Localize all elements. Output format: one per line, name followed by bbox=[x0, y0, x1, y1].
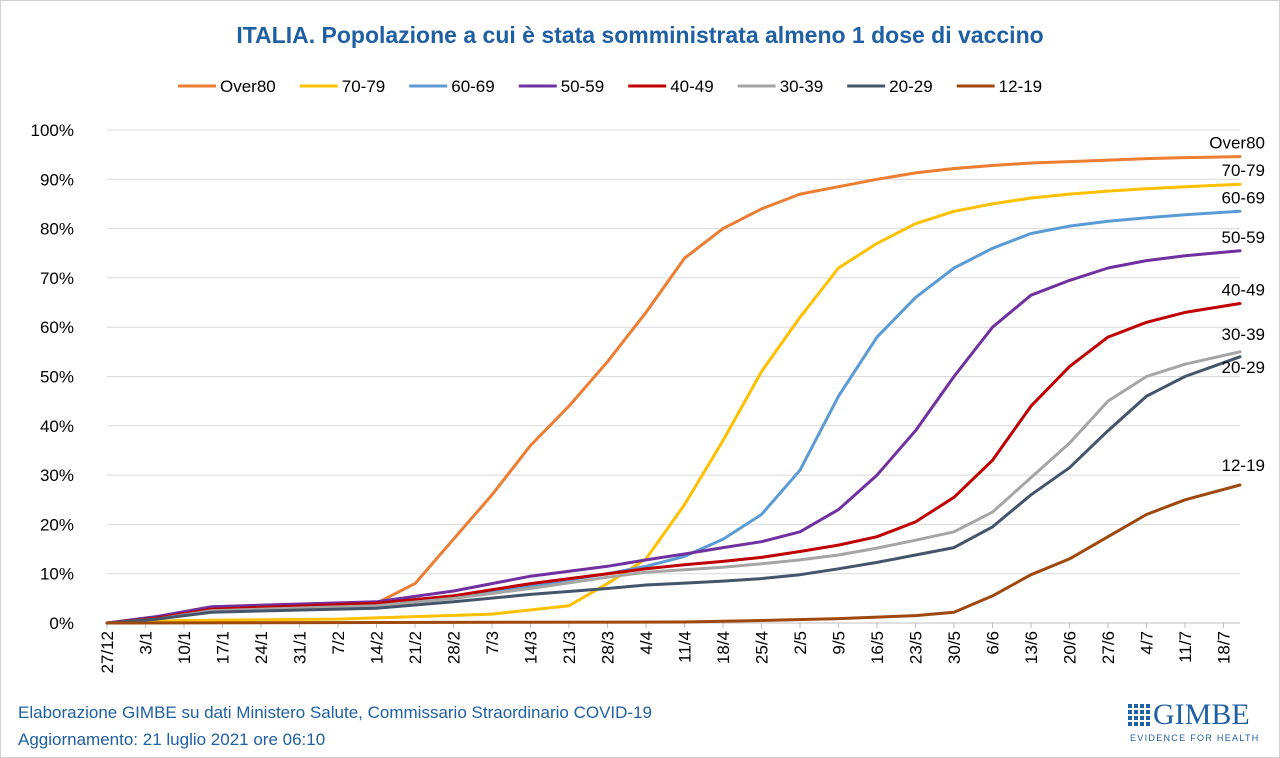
logo-grid-square bbox=[1128, 710, 1132, 714]
x-tick-label: 13/6 bbox=[1022, 631, 1041, 664]
end-label-over80: Over80 bbox=[1209, 134, 1265, 153]
x-tick-label: 14/2 bbox=[368, 631, 387, 664]
series-line-over80 bbox=[105, 155, 1242, 625]
y-tick-label: 100% bbox=[31, 121, 74, 140]
legend-label-30-39: 30-39 bbox=[780, 77, 823, 96]
logo-grid-square bbox=[1146, 716, 1150, 720]
gimbe-logo: GIMBE EVIDENCE FOR HEALTH bbox=[1128, 698, 1258, 748]
series-end-labels: Over80 70-79 60-69 50-59 40-49 30-39 20-29 12-1… bbox=[1209, 134, 1265, 475]
end-label-60-69: 60-69 bbox=[1222, 188, 1265, 207]
logo-grid-square bbox=[1146, 710, 1150, 714]
series-line-70-79 bbox=[105, 182, 1242, 625]
y-tick-label: 50% bbox=[40, 368, 74, 387]
logo-grid-square bbox=[1128, 716, 1132, 720]
x-tick-label: 18/4 bbox=[714, 631, 733, 664]
end-label-12-19: 12-19 bbox=[1222, 456, 1265, 475]
x-tick-label: 4/4 bbox=[637, 631, 656, 655]
x-tick-label: 25/4 bbox=[753, 631, 772, 664]
x-tick-label: 28/2 bbox=[445, 631, 464, 664]
x-tick-label: 31/1 bbox=[291, 631, 310, 664]
x-tick-label: 7/2 bbox=[329, 631, 348, 655]
x-tick-label: 16/5 bbox=[868, 631, 887, 664]
logo-grid-square bbox=[1134, 722, 1138, 726]
y-tick-label: 20% bbox=[40, 515, 74, 534]
footer-source: Elaborazione GIMBE su dati Ministero Sal… bbox=[18, 703, 652, 722]
x-tick-label: 21/3 bbox=[560, 631, 579, 664]
logo-grid-square bbox=[1134, 710, 1138, 714]
series-line-50-59 bbox=[105, 249, 1242, 625]
x-tick-label: 24/1 bbox=[252, 631, 271, 664]
y-tick-label: 70% bbox=[40, 269, 74, 288]
x-tick-label: 18/7 bbox=[1215, 631, 1234, 664]
x-tick-label: 11/4 bbox=[676, 631, 695, 663]
y-tick-label: 40% bbox=[40, 417, 74, 436]
chart-title: ITALIA. Popolazione a cui è stata sommin… bbox=[236, 22, 1043, 48]
logo-grid-square bbox=[1128, 722, 1132, 726]
series-line-40-49 bbox=[105, 302, 1242, 625]
x-tick-label: 23/5 bbox=[907, 631, 926, 664]
legend-label-12-19: 12-19 bbox=[999, 77, 1042, 96]
logo-grid-square bbox=[1140, 704, 1144, 708]
logo-grid-square bbox=[1140, 710, 1144, 714]
gridlines bbox=[107, 129, 1240, 624]
x-tick-label: 20/6 bbox=[1061, 631, 1080, 664]
x-tick-label: 4/7 bbox=[1138, 631, 1157, 655]
legend-label-40-49: 40-49 bbox=[670, 77, 713, 96]
end-label-50-59: 50-59 bbox=[1222, 228, 1265, 247]
chart-legend: Over80 70-79 60-69 50-59 40-49 30-39 20-29 12-1… bbox=[178, 77, 1042, 96]
footer-updated: Aggiornamento: 21 luglio 2021 ore 06:10 bbox=[18, 730, 326, 749]
x-tick-label: 2/5 bbox=[791, 631, 810, 655]
legend-label-60-69: 60-69 bbox=[451, 77, 494, 96]
end-label-20-29: 20-29 bbox=[1222, 358, 1265, 377]
y-tick-label: 0% bbox=[49, 614, 74, 633]
legend-label-50-59: 50-59 bbox=[561, 77, 604, 96]
y-tick-label: 80% bbox=[40, 220, 74, 239]
x-tick-label: 27/12 bbox=[98, 631, 117, 674]
end-label-40-49: 40-49 bbox=[1222, 281, 1265, 300]
x-tick-label: 21/2 bbox=[406, 631, 425, 664]
logo-grid-square bbox=[1134, 716, 1138, 720]
x-tick-label: 9/5 bbox=[830, 631, 849, 655]
logo-tagline: EVIDENCE FOR HEALTH bbox=[1130, 733, 1260, 743]
series-line-30-39 bbox=[105, 350, 1242, 625]
x-tick-label: 6/6 bbox=[984, 631, 1003, 655]
x-tick-label: 3/1 bbox=[137, 631, 156, 655]
x-tick-label: 27/6 bbox=[1099, 631, 1118, 664]
series-line-12-19 bbox=[105, 483, 1242, 625]
y-tick-label: 60% bbox=[40, 318, 74, 337]
series-line-20-29 bbox=[105, 355, 1242, 625]
logo-wordmark: GIMBE bbox=[1153, 698, 1250, 731]
logo-grid-square bbox=[1128, 704, 1132, 708]
end-label-70-79: 70-79 bbox=[1222, 161, 1265, 180]
y-tick-label: 10% bbox=[40, 565, 74, 584]
logo-grid-icon bbox=[1128, 704, 1150, 728]
series-lines bbox=[105, 155, 1242, 625]
logo-grid-square bbox=[1146, 722, 1150, 726]
logo-grid-square bbox=[1140, 722, 1144, 726]
logo-grid-square bbox=[1146, 704, 1150, 708]
x-tick-label: 10/1 bbox=[175, 631, 194, 664]
y-tick-label: 90% bbox=[40, 170, 74, 189]
legend-label-20-29: 20-29 bbox=[889, 77, 932, 96]
logo-grid-square bbox=[1134, 704, 1138, 708]
x-tick-label: 14/3 bbox=[522, 631, 541, 664]
legend-label-over80: Over80 bbox=[220, 77, 276, 96]
x-axis: 27/12 3/1 10/1 17/1 24/1 31/1 7/2 14/2 21/2 28/2 7… bbox=[98, 623, 1234, 674]
x-tick-label: 17/1 bbox=[214, 631, 233, 664]
end-label-30-39: 30-39 bbox=[1222, 325, 1265, 344]
y-axis: 0% 10% 20% 30% 40% 50% 60% 70% 80% 90% 100% bbox=[31, 121, 74, 633]
y-tick-label: 30% bbox=[40, 466, 74, 485]
x-tick-label: 30/5 bbox=[945, 631, 964, 664]
legend-label-70-79: 70-79 bbox=[342, 77, 385, 96]
x-tick-label: 28/3 bbox=[599, 631, 618, 664]
logo-grid-square bbox=[1140, 716, 1144, 720]
x-tick-label: 11/7 bbox=[1176, 631, 1195, 663]
x-tick-label: 7/3 bbox=[483, 631, 502, 655]
